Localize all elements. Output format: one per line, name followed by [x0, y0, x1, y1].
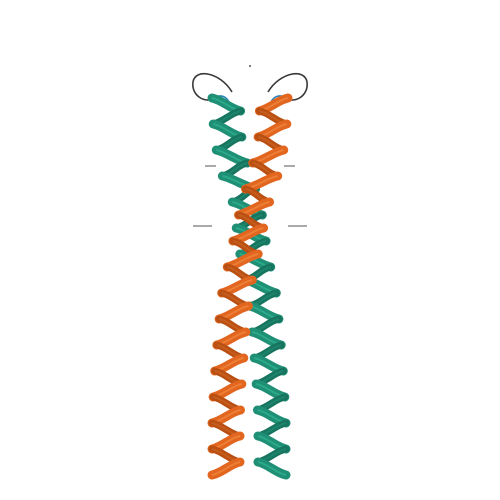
- helix-chain-b-turn-highlight: [211, 461, 241, 476]
- helix-chain-a-turn-highlight: [257, 461, 287, 476]
- loop-right: [267, 72, 308, 101]
- helix-bundle: [207, 93, 293, 480]
- loop-left: [192, 72, 233, 101]
- side-marks: [193, 165, 307, 227]
- top-dot: [249, 65, 251, 67]
- helix-chain-b: [207, 93, 293, 480]
